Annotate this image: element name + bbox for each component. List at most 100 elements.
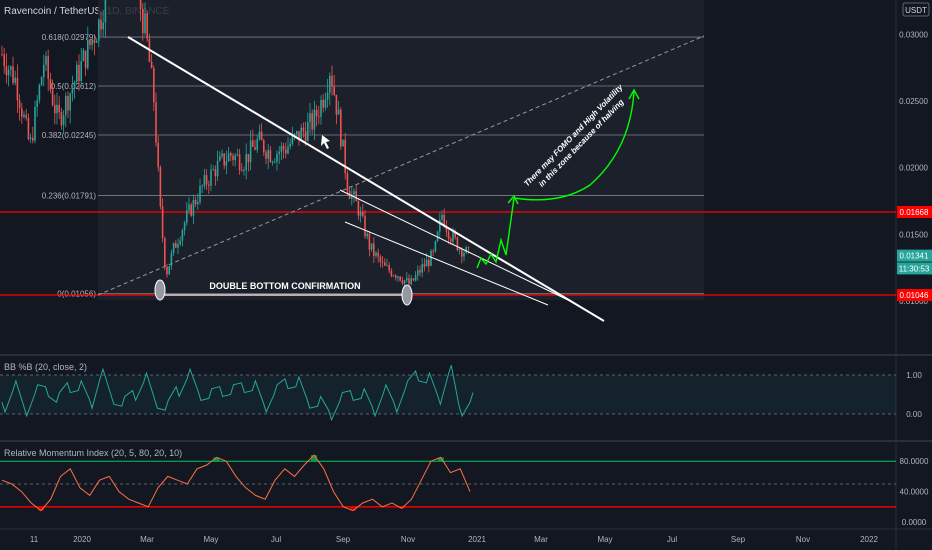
candle-body — [40, 77, 43, 86]
candle-body — [16, 77, 19, 101]
candle-body — [208, 184, 210, 186]
price-label-box — [897, 262, 932, 275]
candle-body — [177, 244, 179, 248]
candle-body — [260, 131, 263, 141]
time-tick-label: May — [203, 535, 218, 544]
candle-body — [340, 109, 342, 147]
candle-body — [379, 256, 382, 262]
candle-body — [458, 248, 461, 251]
price-tick-label: 0.02500 — [899, 97, 928, 106]
candle-body — [287, 146, 289, 154]
candle-body — [412, 278, 415, 281]
time-tick-label: 2022 — [860, 535, 878, 544]
price-tick-label: 0.01500 — [899, 230, 928, 239]
candle-body — [392, 275, 395, 277]
candle-body — [170, 252, 173, 267]
candle-body — [342, 139, 344, 147]
candle-body — [23, 114, 25, 117]
currency-box — [902, 2, 930, 17]
candle-body — [71, 87, 74, 94]
rmi-line — [1, 454, 471, 512]
candle-body — [280, 145, 283, 152]
candle-body — [351, 194, 353, 199]
candle-body — [252, 140, 254, 147]
candle-body — [439, 219, 441, 232]
candle-body — [65, 96, 67, 116]
candle-body — [364, 215, 366, 237]
price-label-box — [897, 206, 932, 219]
candle-body — [386, 265, 388, 267]
candle-body — [421, 264, 423, 273]
candle-body — [447, 231, 450, 240]
price-tick-label: 0.01000 — [899, 297, 928, 306]
candle-body — [425, 259, 428, 267]
candle-body — [3, 54, 5, 67]
rmi-tick-label: 0.0000 — [902, 518, 927, 527]
candle-body — [230, 153, 232, 156]
projection-curve — [513, 91, 635, 201]
candle-body — [436, 231, 439, 242]
candle-body — [289, 143, 291, 147]
price-tick-label: 0.03000 — [899, 30, 928, 39]
candle-body — [144, 13, 146, 34]
candle-body — [278, 151, 280, 154]
fib-level-label: 0(0.01056) — [57, 290, 96, 299]
channel-line-lower — [344, 221, 549, 306]
currency-label: USDT — [905, 6, 927, 15]
candle-body — [181, 230, 184, 241]
candle-body — [73, 82, 76, 88]
candle-body — [38, 85, 41, 101]
candle-body — [293, 134, 296, 136]
candle-body — [390, 270, 393, 276]
candle-body — [100, 19, 102, 30]
candle-body — [267, 149, 269, 159]
arrowhead — [507, 194, 519, 205]
candle-body — [419, 270, 421, 273]
candle-body — [434, 241, 437, 252]
candle-body — [445, 226, 448, 232]
candle-body — [395, 275, 397, 278]
rmi-tick-label: 40.0000 — [900, 488, 929, 497]
candle-body — [60, 111, 63, 126]
candle-body — [337, 109, 340, 115]
candle-body — [333, 86, 335, 95]
candle-body — [276, 153, 278, 162]
candle-body — [43, 64, 45, 78]
candle-body — [98, 19, 100, 41]
candle-body — [56, 104, 58, 114]
candle-body — [417, 270, 419, 276]
candle-body — [227, 153, 230, 162]
channel-line-upper — [339, 189, 569, 301]
pointer-icon — [321, 135, 330, 149]
candle-body — [456, 237, 459, 251]
candle-body — [298, 131, 300, 141]
candle-body — [1, 54, 3, 56]
candle-body — [221, 153, 223, 157]
candle-body — [388, 265, 390, 271]
candle-body — [67, 96, 69, 111]
candle-body — [302, 127, 305, 132]
candle-body — [245, 154, 247, 171]
candle-body — [423, 264, 426, 267]
candle-body — [461, 248, 463, 257]
time-tick-label: Sep — [336, 535, 351, 544]
candle-body — [331, 75, 333, 87]
candle-body — [172, 243, 175, 253]
candle-body — [300, 127, 302, 141]
candle-body — [34, 106, 36, 141]
price-label: 11:30:53 — [899, 264, 930, 273]
candle-body — [32, 137, 34, 141]
rmi-oversold-fill — [398, 506, 405, 509]
candle-body — [450, 239, 452, 242]
fib-trend-line — [97, 35, 705, 296]
candle-body — [54, 104, 56, 114]
candle-body — [216, 160, 219, 177]
candle-body — [311, 113, 313, 130]
price-label: 0.01341 — [900, 252, 929, 261]
candle-body — [315, 109, 318, 117]
candle-body — [192, 199, 195, 216]
time-tick-label: 2020 — [73, 535, 91, 544]
candle-body — [166, 266, 168, 275]
time-tick-label: Nov — [401, 535, 415, 544]
